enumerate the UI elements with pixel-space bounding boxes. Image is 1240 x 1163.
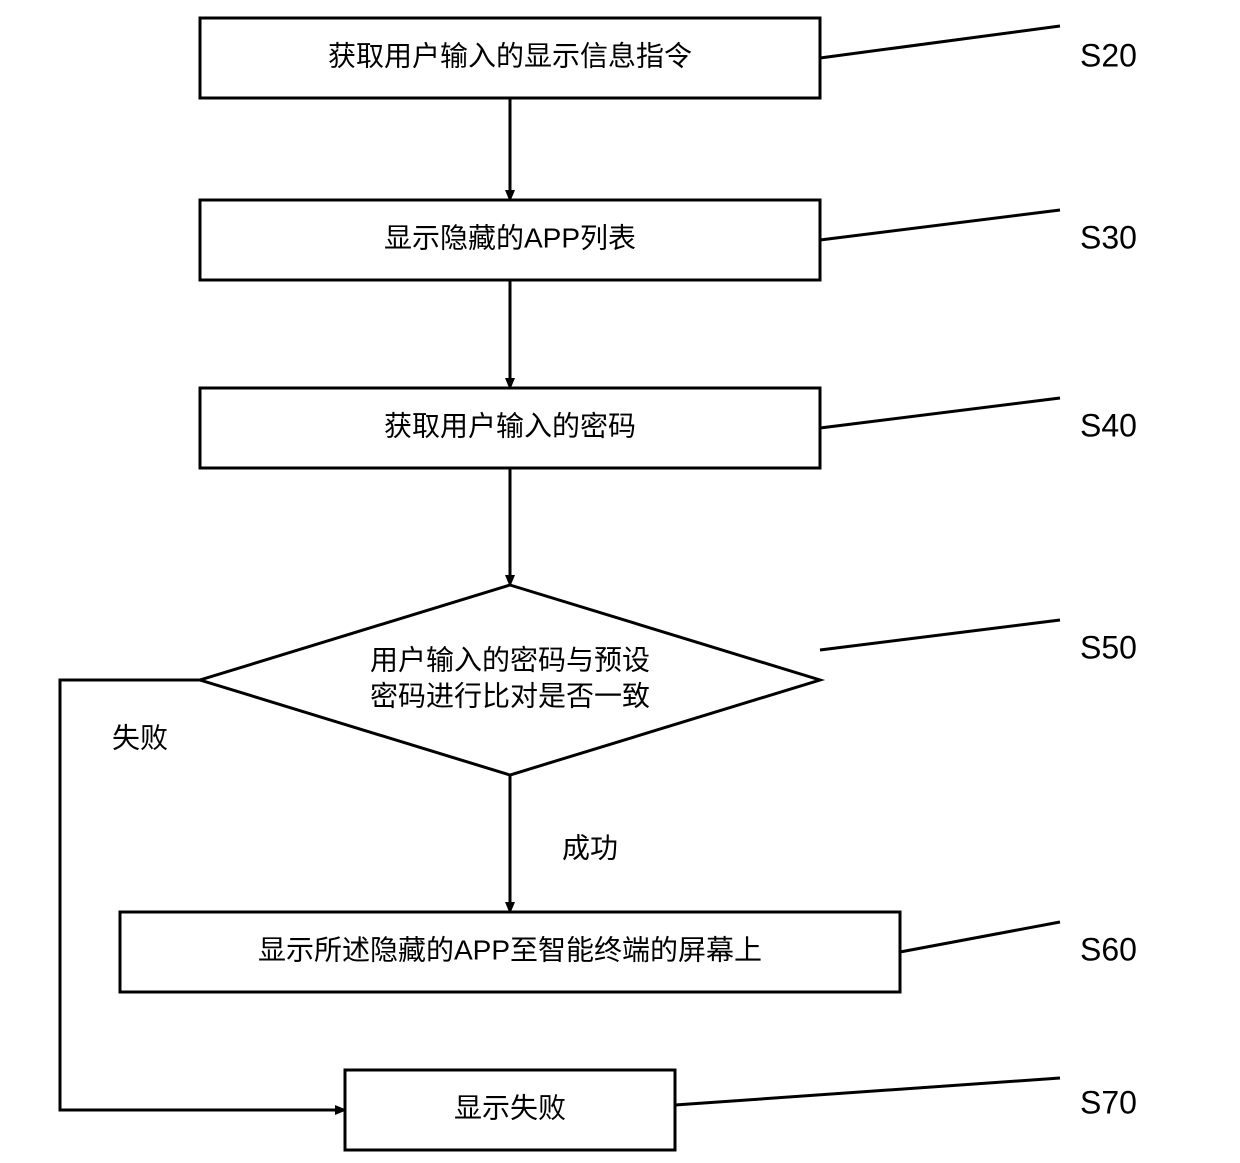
node-text2-s50: 密码进行比对是否一致 [370, 680, 650, 711]
edge-l20 [820, 26, 1060, 58]
edge-label-e4: 成功 [562, 832, 618, 863]
edge-l70 [675, 1078, 1060, 1105]
labels: S20 S30 S40 S50 S60 S70 [1080, 37, 1137, 1120]
edge-l40 [820, 398, 1060, 428]
edge-e5 [60, 680, 345, 1110]
edge-l50 [820, 620, 1060, 650]
node-text-s30: 显示隐藏的APP列表 [384, 222, 636, 253]
edge-l30 [820, 210, 1060, 240]
step-label-s60: S60 [1080, 931, 1137, 967]
step-label-s20: S20 [1080, 37, 1137, 73]
edge-l60 [900, 922, 1060, 952]
node-text-s60: 显示所述隐藏的APP至智能终端的屏幕上 [258, 934, 762, 965]
step-label-s70: S70 [1080, 1084, 1137, 1120]
step-label-s40: S40 [1080, 407, 1137, 443]
edge-label-e5: 失败 [112, 722, 168, 753]
step-label-s30: S30 [1080, 219, 1137, 255]
node-text-s70: 显示失败 [454, 1092, 566, 1123]
flowchart-canvas: 成功 失败 获取用户输入的显示信息指令显示隐藏的APP列表获取用户输入的密码用户输… [0, 0, 1240, 1163]
node-text-s40: 获取用户输入的密码 [384, 410, 636, 441]
node-text1-s50: 用户输入的密码与预设 [370, 644, 650, 675]
step-label-s50: S50 [1080, 629, 1137, 665]
node-text-s20: 获取用户输入的显示信息指令 [328, 40, 692, 71]
